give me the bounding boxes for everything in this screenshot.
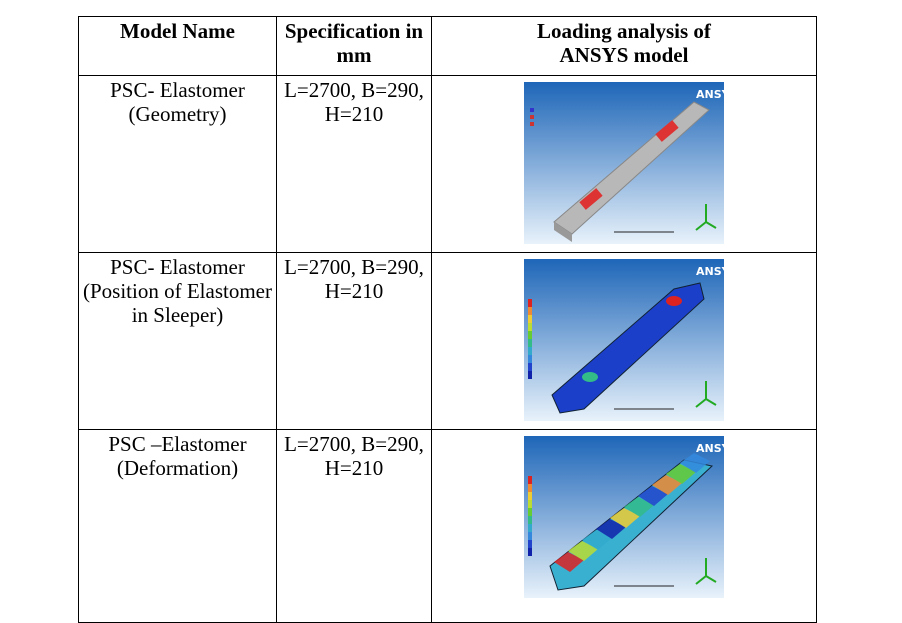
hotspot [666, 296, 682, 306]
legend-swatch [528, 484, 532, 492]
cell-line: Specification in [281, 19, 427, 43]
model-name-cell: PSC –Elastomer(Deformation) [79, 430, 277, 623]
legend-swatch [528, 355, 532, 363]
cell-line: Model Name [83, 19, 272, 43]
legend-swatch [530, 108, 534, 112]
legend-swatch [528, 299, 532, 307]
hotspot [582, 372, 598, 382]
brand: ANSYS [696, 265, 724, 278]
cell-line: H=210 [281, 456, 427, 480]
legend-swatch [528, 363, 532, 371]
cell-line: PSC- Elastomer [83, 78, 272, 102]
legend-swatch [528, 524, 532, 532]
cell-line: H=210 [281, 102, 427, 126]
legend-swatch [528, 540, 532, 548]
image-cell: ANSYS [431, 430, 816, 623]
cell-line: mm [281, 43, 427, 67]
brand: ANSYS [696, 88, 724, 101]
ansys-image: ANSYS [524, 82, 724, 244]
legend-swatch [530, 122, 534, 126]
ansys-image: ANSYS [524, 436, 724, 598]
cell-line: in Sleeper) [83, 303, 272, 327]
cell-line: (Geometry) [83, 102, 272, 126]
legend-swatch [528, 532, 532, 540]
legend-swatch [528, 331, 532, 339]
legend-swatch [528, 315, 532, 323]
legend-swatch [530, 115, 534, 119]
legend-swatch [528, 347, 532, 355]
legend-swatch [528, 323, 532, 331]
cell-line: (Position of Elastomer [83, 279, 272, 303]
model-name-cell: PSC- Elastomer(Geometry) [79, 76, 277, 253]
legend-swatch [528, 516, 532, 524]
body-row: PSC –Elastomer(Deformation)L=2700, B=290… [79, 430, 817, 623]
ansys-image: ANSYS [524, 259, 724, 421]
cell-line: (Deformation) [83, 456, 272, 480]
legend-swatch [528, 371, 532, 379]
spec-cell: L=2700, B=290,H=210 [276, 76, 431, 253]
legend-swatch [528, 476, 532, 484]
brand: ANSYS [696, 442, 724, 455]
cell-line: L=2700, B=290, [281, 255, 427, 279]
cell-line: PSC- Elastomer [83, 255, 272, 279]
legend-swatch [528, 500, 532, 508]
page: Model NameSpecification inmmLoading anal… [0, 0, 902, 623]
cell-line: L=2700, B=290, [281, 432, 427, 456]
cell-line: Loading analysis of [436, 19, 812, 43]
header-cell: Model Name [79, 17, 277, 76]
legend-swatch [528, 548, 532, 556]
body-row: PSC- Elastomer(Geometry)L=2700, B=290,H=… [79, 76, 817, 253]
cell-line: PSC –Elastomer [83, 432, 272, 456]
legend-swatch [528, 508, 532, 516]
legend-swatch [528, 307, 532, 315]
legend-swatch [528, 492, 532, 500]
image-cell: ANSYS [431, 76, 816, 253]
image-cell: ANSYS [431, 253, 816, 430]
cell-line: ANSYS model [436, 43, 812, 67]
cell-line: L=2700, B=290, [281, 78, 427, 102]
spec-cell: L=2700, B=290,H=210 [276, 430, 431, 623]
legend-swatch [528, 339, 532, 347]
spec-cell: L=2700, B=290,H=210 [276, 253, 431, 430]
cell-line: H=210 [281, 279, 427, 303]
